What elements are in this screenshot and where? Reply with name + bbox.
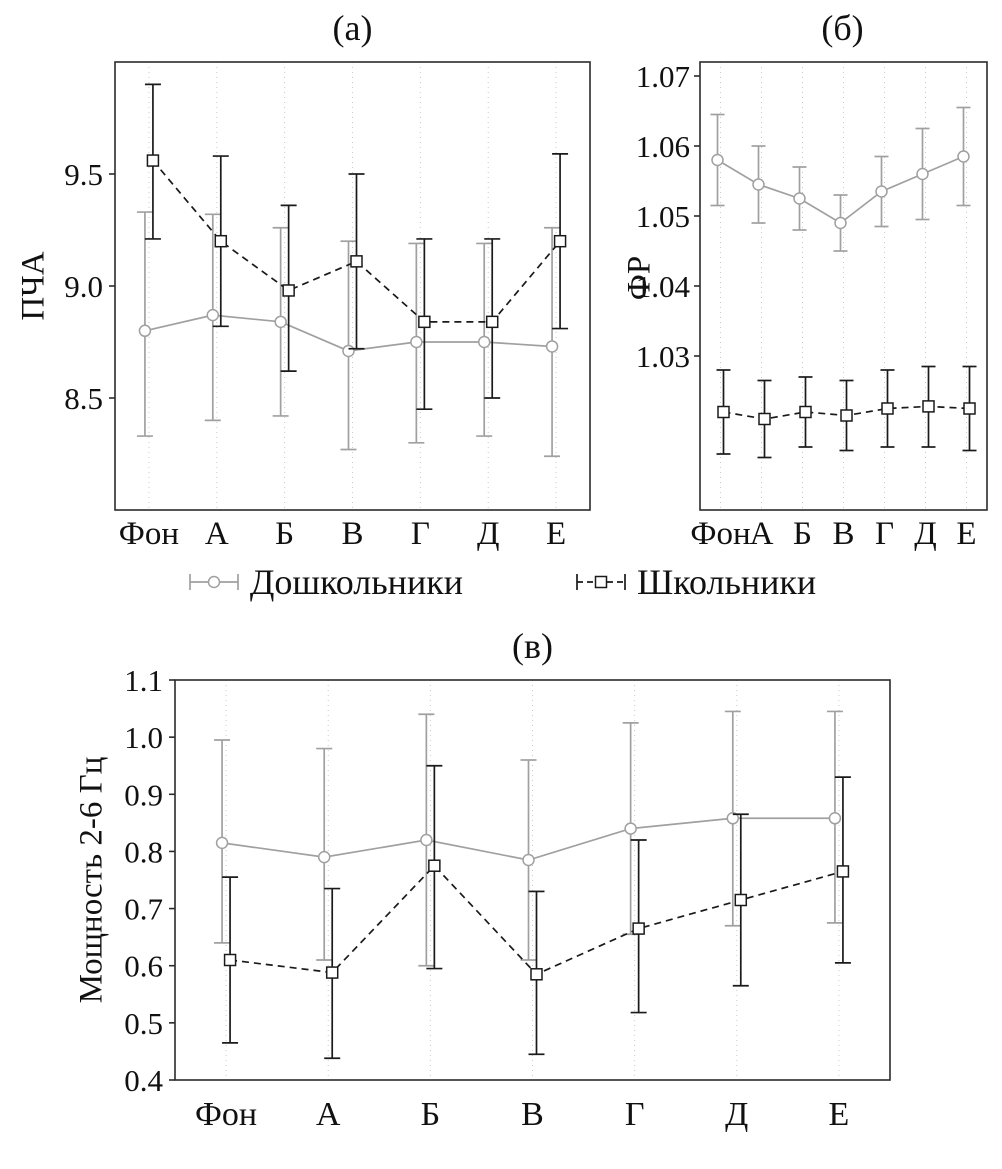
svg-text:0.5: 0.5 bbox=[124, 1006, 163, 1041]
svg-text:Е: Е bbox=[546, 516, 566, 552]
svg-text:0.6: 0.6 bbox=[124, 949, 163, 984]
legend-label-schoolchildren: Школьники bbox=[636, 562, 817, 602]
chart-a-pcha: 8.5 9.0 9.5 Фон А Б В Г Д Е bbox=[64, 61, 591, 552]
panel-a-title: (а) bbox=[332, 8, 373, 48]
svg-text:Б: Б bbox=[275, 516, 294, 552]
svg-text:В: В bbox=[832, 516, 854, 552]
svg-text:Фон: Фон bbox=[690, 516, 750, 552]
svg-text:0.7: 0.7 bbox=[124, 892, 163, 927]
svg-text:В: В bbox=[521, 1096, 544, 1133]
svg-text:А: А bbox=[316, 1096, 341, 1133]
svg-text:0.8: 0.8 bbox=[124, 834, 163, 869]
svg-text:Фон: Фон bbox=[195, 1096, 257, 1133]
svg-text:9.0: 9.0 bbox=[64, 269, 103, 304]
svg-text:1.05: 1.05 bbox=[636, 199, 690, 234]
square-errorbar-icon bbox=[576, 574, 626, 590]
panel-b-title: (б) bbox=[821, 8, 864, 48]
svg-text:Д: Д bbox=[914, 516, 937, 552]
svg-text:1.03: 1.03 bbox=[636, 339, 690, 374]
svg-text:9.5: 9.5 bbox=[64, 157, 103, 192]
circle-errorbar-icon bbox=[188, 574, 239, 590]
svg-text:Д: Д bbox=[725, 1096, 748, 1133]
svg-text:1.0: 1.0 bbox=[124, 720, 163, 755]
svg-text:Фон: Фон bbox=[119, 516, 179, 552]
svg-text:Б: Б bbox=[793, 516, 812, 552]
legend-item-preschoolers: Дошкольники bbox=[186, 561, 463, 603]
svg-text:Г: Г bbox=[411, 516, 430, 552]
legend-label-preschoolers: Дошкольники bbox=[249, 562, 463, 602]
svg-text:8.5: 8.5 bbox=[64, 381, 103, 416]
svg-text:1.04: 1.04 bbox=[636, 269, 691, 304]
panel-v-title: (в) bbox=[512, 626, 553, 666]
svg-text:1.06: 1.06 bbox=[636, 129, 690, 164]
chart-v-power: 0.4 0.5 0.6 0.7 0.8 0.9 1.0 1.1 Фон А Б В Г Д Е bbox=[124, 663, 891, 1133]
svg-text:0.4: 0.4 bbox=[124, 1063, 163, 1098]
svg-text:0.9: 0.9 bbox=[124, 777, 163, 812]
svg-text:Д: Д bbox=[477, 516, 500, 552]
svg-text:1.1: 1.1 bbox=[124, 663, 163, 698]
svg-text:Г: Г bbox=[625, 1096, 645, 1133]
legend: Дошкольники Школьники bbox=[0, 552, 1002, 612]
svg-text:Е: Е bbox=[829, 1096, 850, 1133]
svg-text:А: А bbox=[205, 516, 229, 552]
svg-text:1.07: 1.07 bbox=[636, 59, 690, 94]
svg-text:Е: Е bbox=[956, 516, 976, 552]
svg-text:А: А bbox=[750, 516, 774, 552]
svg-text:Б: Б bbox=[421, 1096, 441, 1133]
svg-text:В: В bbox=[341, 516, 363, 552]
legend-item-schoolchildren: Школьники bbox=[573, 561, 816, 603]
svg-text:Г: Г bbox=[875, 516, 894, 552]
